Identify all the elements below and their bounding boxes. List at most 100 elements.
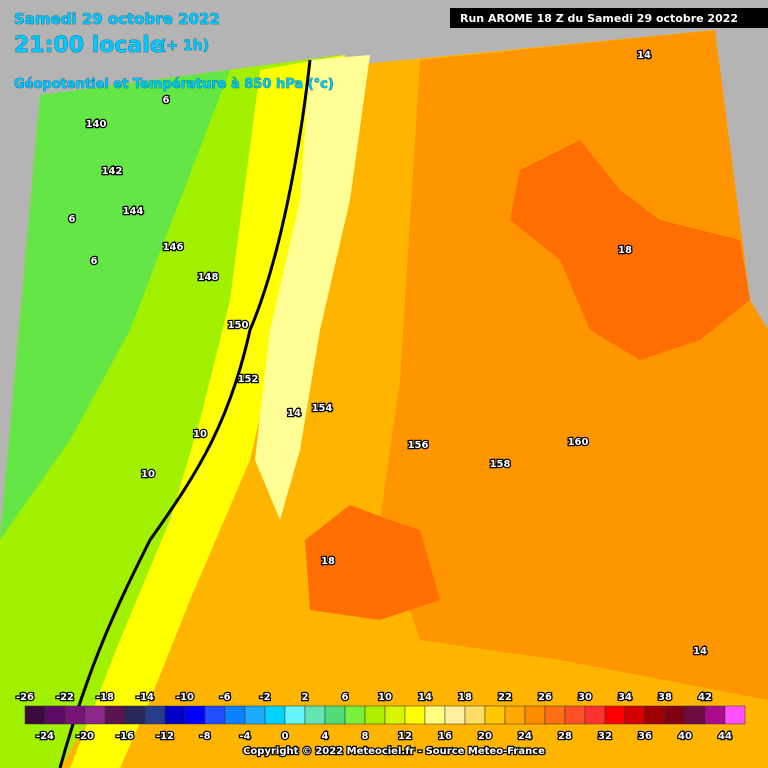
colorbar-cell xyxy=(544,705,566,725)
map-label: 142 xyxy=(102,166,123,177)
colorbar-tick-label: 14 xyxy=(418,692,432,703)
colorbar-cell xyxy=(564,705,586,725)
colorbar-tick-label: 26 xyxy=(538,692,552,703)
map-label: 158 xyxy=(490,459,511,470)
map-label: 156 xyxy=(408,440,429,451)
colorbar-tick-label: 28 xyxy=(558,731,572,742)
colorbar-tick-label: -22 xyxy=(56,692,74,703)
zone-yellow xyxy=(70,55,345,768)
colorbar-tick-label: 4 xyxy=(322,731,329,742)
colorbar-cell xyxy=(344,705,366,725)
map-label: 6 xyxy=(91,256,98,267)
colorbar-tick-label: -16 xyxy=(116,731,134,742)
offset: (+ 1h) xyxy=(160,38,209,54)
colorbar-tick-label: -18 xyxy=(96,692,114,703)
colorbar: -26 -22 -18 -14 -10 -6 -2 2 6 10 14 18 22 26 30 34 38 42-… xyxy=(15,691,746,743)
map-label: 146 xyxy=(163,242,184,253)
colorbar-cell xyxy=(324,705,346,725)
colorbar-tick-label: 32 xyxy=(598,731,612,742)
map-label: 150 xyxy=(228,320,249,331)
colorbar-tick-label: 10 xyxy=(378,692,392,703)
colorbar-cell xyxy=(104,705,126,725)
zone-darkorange-south xyxy=(305,505,440,620)
colorbar-cell xyxy=(224,705,246,725)
map-label: 144 xyxy=(123,206,144,217)
colorbar-tick-label: 2 xyxy=(302,692,309,703)
colorbar-tick-label: -10 xyxy=(176,692,194,703)
colorbar-cell xyxy=(404,705,426,725)
colorbar-tick-label: -14 xyxy=(136,692,154,703)
colorbar-cell xyxy=(624,705,646,725)
colorbar-cell xyxy=(704,705,726,725)
colorbar-tick-label: 20 xyxy=(478,731,492,742)
colorbar-cell xyxy=(44,705,66,725)
colorbar-tick-label: 44 xyxy=(718,731,732,742)
colorbar-tick-label: -2 xyxy=(259,692,270,703)
colorbar-tick-label: -8 xyxy=(199,731,210,742)
colorbar-tick-label: 22 xyxy=(498,692,512,703)
colorbar-cell xyxy=(464,705,486,725)
map-label: 160 xyxy=(568,437,589,448)
colorbar-cell xyxy=(24,705,46,725)
zone-darkorange xyxy=(510,140,750,360)
map-label: 6 xyxy=(69,214,76,225)
colorbar-tick-label: 0 xyxy=(282,731,289,742)
colorbar-cell xyxy=(484,705,506,725)
colorbar-tick-label: 8 xyxy=(362,731,369,742)
colorbar-cell xyxy=(244,705,266,725)
map-label: 14 xyxy=(693,646,707,657)
colorbar-cell xyxy=(124,705,146,725)
colorbar-tick-label: 18 xyxy=(458,692,472,703)
date: Samedi 29 octobre 2022 xyxy=(14,10,220,28)
colorbar-tick-label: 42 xyxy=(698,692,712,703)
map-label: 6 xyxy=(163,95,170,106)
colorbar-tick-label: -4 xyxy=(239,731,250,742)
colorbar-cell xyxy=(644,705,666,725)
colorbar-tick-label: 36 xyxy=(638,731,652,742)
colorbar-tick-label: 34 xyxy=(618,692,632,703)
map-label: 154 xyxy=(312,403,333,414)
colorbar-cell xyxy=(384,705,406,725)
colorbar-cell xyxy=(684,705,706,725)
map-label: 14 xyxy=(287,408,301,419)
colorbar-cell xyxy=(184,705,206,725)
colorbar-tick-label: 40 xyxy=(678,731,692,742)
colorbar-cell xyxy=(84,705,106,725)
map-label: 152 xyxy=(238,374,259,385)
zone-green xyxy=(0,70,230,540)
map-label: 140 xyxy=(86,119,107,130)
zone-light xyxy=(255,55,370,520)
colorbar-tick-label: -12 xyxy=(156,731,174,742)
colorbar-cell xyxy=(364,705,386,725)
colorbar-tick-label: 30 xyxy=(578,692,592,703)
colorbar-cell xyxy=(64,705,86,725)
colorbar-cell xyxy=(444,705,466,725)
map-label: 18 xyxy=(321,556,335,567)
colorbar-cell xyxy=(264,705,286,725)
colorbar-tick-label: -26 xyxy=(16,692,34,703)
copyright: Copyright © 2022 Meteociel.fr - Source M… xyxy=(243,746,545,757)
colorbar-tick-label: 16 xyxy=(438,731,452,742)
colorbar-cell xyxy=(724,705,746,725)
map-label: 10 xyxy=(141,469,155,480)
field: Géopotentiel et Température à 850 hPa (°… xyxy=(14,77,334,92)
colorbar-cell xyxy=(204,705,226,725)
isotherm-0 xyxy=(58,59,312,768)
colorbar-cell xyxy=(164,705,186,725)
zone-orange xyxy=(380,30,768,700)
map-label: 14 xyxy=(637,50,651,61)
colorbar-cell xyxy=(504,705,526,725)
colorbar-cell xyxy=(284,705,306,725)
colorbar-cell xyxy=(144,705,166,725)
map-label: 148 xyxy=(198,272,219,283)
run-box xyxy=(450,8,768,28)
colorbar-tick-label: -20 xyxy=(76,731,94,742)
colorbar-tick-label: 6 xyxy=(342,692,349,703)
colorbar-tick-label: 12 xyxy=(398,731,412,742)
colorbar-cell xyxy=(604,705,626,725)
colorbar-tick-label: -24 xyxy=(36,731,54,742)
colorbar-cell xyxy=(664,705,686,725)
